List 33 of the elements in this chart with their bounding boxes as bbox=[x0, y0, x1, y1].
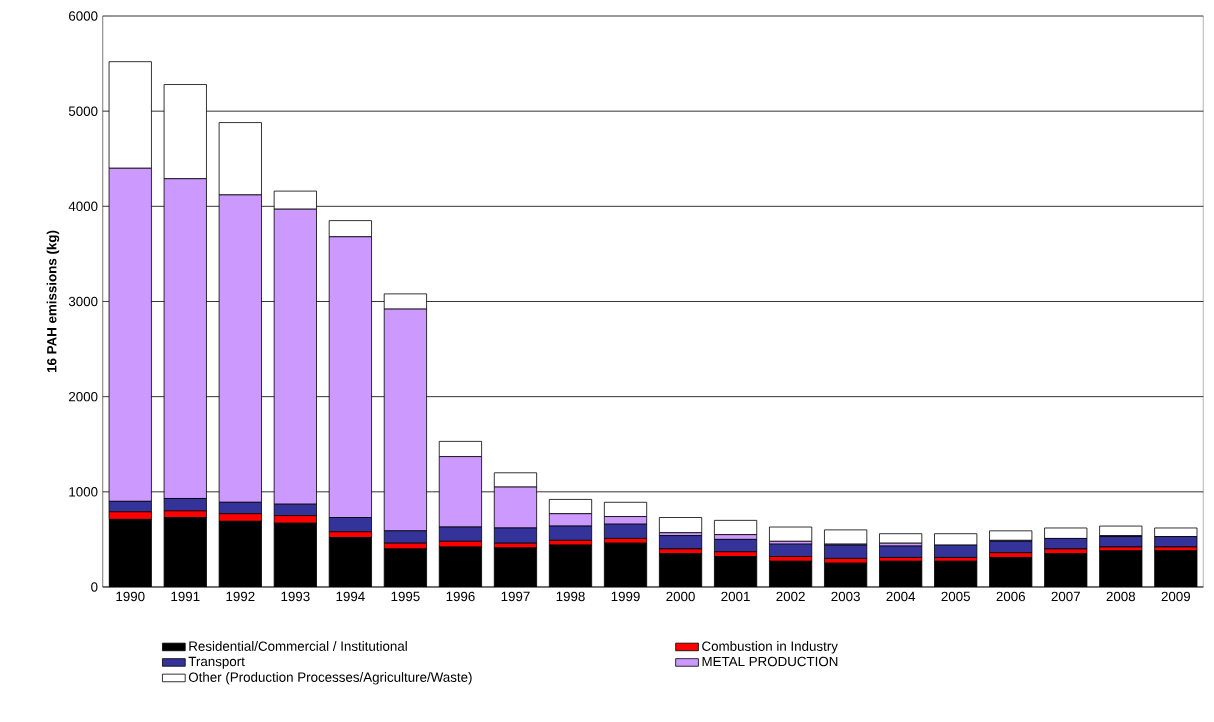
x-tick-label: 1994 bbox=[336, 591, 365, 602]
legend-label: Combustion in Industry bbox=[702, 641, 838, 654]
x-tick-label: 1999 bbox=[611, 591, 640, 602]
x-tick-label: 1992 bbox=[226, 591, 255, 602]
y-axis-title: 16 PAH emissions (kg) bbox=[46, 230, 60, 373]
x-tick-label: 2006 bbox=[996, 591, 1025, 602]
x-tick-label: 1995 bbox=[391, 591, 420, 602]
y-tick-label: 4000 bbox=[68, 201, 98, 212]
y-tick-label: 6000 bbox=[69, 11, 98, 21]
legend-label: Transport bbox=[188, 656, 245, 669]
y-tick-label: 3000 bbox=[68, 296, 98, 307]
x-tick-label: 2007 bbox=[1051, 591, 1080, 602]
x-tick-label: 1990 bbox=[116, 591, 145, 602]
y-tick-label: 5000 bbox=[68, 106, 98, 117]
legend-label: METAL PRODUCTION bbox=[702, 656, 838, 667]
x-tick-label: 2001 bbox=[721, 591, 750, 602]
x-tick-label: 2003 bbox=[831, 591, 860, 602]
x-tick-label: 2002 bbox=[776, 591, 805, 602]
x-tick-label: 1996 bbox=[446, 591, 475, 602]
y-tick-label: 0 bbox=[91, 582, 98, 592]
y-tick-label: 1000 bbox=[69, 487, 98, 497]
legend-label: Residential/Commercial / Institutional bbox=[189, 641, 407, 652]
x-tick-label: 2004 bbox=[886, 591, 916, 602]
y-tick-label: 2000 bbox=[69, 392, 98, 402]
x-tick-label: 2009 bbox=[1161, 591, 1191, 602]
x-tick-label: 1997 bbox=[501, 591, 530, 602]
x-tick-label: 2000 bbox=[666, 591, 695, 602]
x-tick-label: 1991 bbox=[171, 591, 200, 602]
legend-label: Other (Production Processes/Agriculture/Waste) bbox=[188, 672, 472, 685]
x-tick-label: 1993 bbox=[281, 591, 310, 602]
x-tick-label: 2008 bbox=[1106, 591, 1136, 602]
x-tick-label: 1998 bbox=[556, 591, 585, 602]
x-tick-label: 2005 bbox=[941, 591, 970, 602]
